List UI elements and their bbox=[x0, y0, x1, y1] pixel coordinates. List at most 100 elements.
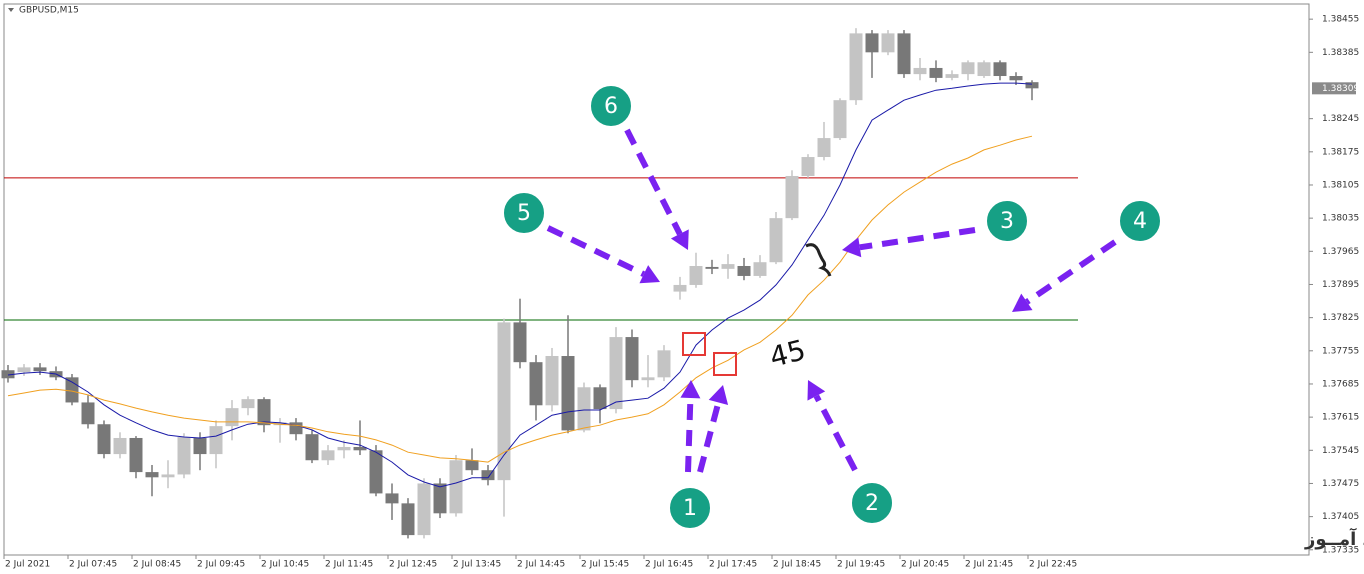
candle-body bbox=[609, 337, 623, 410]
y-tick-label: 1.38035 bbox=[1322, 214, 1359, 224]
y-tick-label: 1.37475 bbox=[1322, 479, 1359, 489]
highlight-box bbox=[713, 352, 737, 376]
candle-body bbox=[737, 265, 751, 276]
candle-body bbox=[145, 472, 159, 478]
candle-body bbox=[897, 33, 911, 75]
marker-number: 5 bbox=[517, 201, 531, 226]
candle-body bbox=[513, 322, 527, 363]
candle-body bbox=[785, 175, 799, 219]
y-tick-label: 1.38245 bbox=[1322, 114, 1359, 124]
candle-body bbox=[657, 350, 671, 378]
candle-body bbox=[833, 100, 847, 139]
candle-body bbox=[353, 446, 367, 451]
marker-circle bbox=[985, 199, 1029, 243]
x-tick-label: 2 Jul 12:45 bbox=[389, 560, 437, 570]
candle-body bbox=[817, 138, 831, 158]
x-tick-label: 2 Jul 20:45 bbox=[901, 560, 949, 570]
candle-body bbox=[65, 377, 79, 403]
y-tick-label: 1.38385 bbox=[1322, 48, 1359, 58]
x-tick-label: 2 Jul 22:45 bbox=[1029, 560, 1077, 570]
x-tick-label: 2 Jul 18:45 bbox=[773, 560, 821, 570]
y-tick-label: 1.37825 bbox=[1322, 313, 1359, 323]
candle-body bbox=[801, 157, 815, 176]
y-tick-label: 1.37615 bbox=[1322, 413, 1359, 423]
arrow-head bbox=[639, 265, 660, 284]
x-tick-label: 2 Jul 17:45 bbox=[709, 560, 757, 570]
candle-body bbox=[993, 62, 1007, 77]
x-tick-label: 2 Jul 16:45 bbox=[645, 560, 693, 570]
marker-number: 3 bbox=[1000, 209, 1014, 234]
y-tick-label: 1.38105 bbox=[1322, 180, 1359, 190]
arrow-head bbox=[1012, 293, 1033, 312]
candle-body bbox=[1009, 76, 1023, 81]
arrow-shaft bbox=[813, 394, 858, 472]
candle-body bbox=[417, 483, 431, 536]
x-tick-label: 2 Jul 14:45 bbox=[517, 560, 565, 570]
marker-number: 4 bbox=[1133, 209, 1147, 234]
candle-body bbox=[721, 264, 735, 269]
candle-body bbox=[433, 483, 447, 514]
candle-body bbox=[97, 424, 111, 455]
candle-body bbox=[545, 356, 559, 406]
y-tick-label: 1.37405 bbox=[1322, 512, 1359, 522]
candle-body bbox=[497, 322, 511, 481]
moving-average bbox=[7, 135, 1033, 463]
x-tick-label: 2 Jul 11:45 bbox=[325, 560, 373, 570]
arrow-shaft bbox=[624, 128, 683, 236]
candle-body bbox=[593, 387, 607, 410]
candle-body bbox=[641, 377, 655, 381]
candle-body bbox=[369, 450, 383, 494]
candle-body bbox=[1, 370, 15, 379]
y-tick-label: 1.38175 bbox=[1322, 147, 1359, 157]
candle-body bbox=[193, 437, 207, 455]
arrow-shaft bbox=[546, 225, 646, 277]
arrow-head bbox=[842, 237, 862, 258]
candle-body bbox=[465, 460, 479, 471]
arrow-head bbox=[807, 380, 826, 401]
candle-body bbox=[945, 74, 959, 78]
x-tick-label: 2 Jul 2021 bbox=[5, 560, 50, 570]
x-tick-label: 2 Jul 15:45 bbox=[581, 560, 629, 570]
candle-body bbox=[561, 356, 575, 431]
candle-body bbox=[257, 399, 271, 426]
candle-body bbox=[977, 62, 991, 77]
y-tick-label: 1.37965 bbox=[1322, 247, 1359, 257]
x-tick-label: 2 Jul 09:45 bbox=[197, 560, 245, 570]
candle-body bbox=[1025, 82, 1039, 89]
arrow-shaft bbox=[1025, 239, 1117, 305]
y-tick-label: 1.37685 bbox=[1322, 379, 1359, 389]
symbol-arrow bbox=[8, 8, 14, 12]
arrow-shaft bbox=[859, 227, 976, 251]
x-tick-label: 2 Jul 07:45 bbox=[69, 560, 117, 570]
candle-body bbox=[33, 367, 47, 372]
marker-number: 1 bbox=[683, 496, 697, 521]
marker-circle bbox=[502, 191, 546, 235]
price-label-box bbox=[1312, 82, 1356, 95]
arrow-shaft bbox=[697, 401, 722, 473]
marker-number: 6 bbox=[604, 94, 618, 119]
candle-body bbox=[961, 62, 975, 75]
candle-body bbox=[305, 434, 319, 461]
x-tick-label: 2 Jul 21:45 bbox=[965, 560, 1013, 570]
watermark: انتشار در وبسایت ســود آمــوز bbox=[1304, 527, 1364, 550]
marker-circle bbox=[589, 84, 633, 128]
x-tick-label: 2 Jul 10:45 bbox=[261, 560, 309, 570]
candle-body bbox=[321, 450, 335, 461]
candle-body bbox=[625, 337, 639, 381]
candle-body bbox=[241, 399, 255, 409]
candle-body bbox=[577, 387, 591, 431]
candle-body bbox=[401, 503, 415, 536]
candle-body bbox=[161, 474, 175, 478]
candle-body bbox=[689, 265, 703, 285]
candle-body bbox=[209, 426, 223, 455]
candle-body bbox=[865, 33, 879, 53]
candle-body bbox=[337, 446, 351, 451]
y-tick-label: 1.37335 bbox=[1322, 545, 1359, 555]
candle-body bbox=[385, 493, 399, 504]
x-tick-label: 2 Jul 19:45 bbox=[837, 560, 885, 570]
arrow-head bbox=[670, 229, 689, 250]
candle-body bbox=[529, 362, 543, 406]
angle-mark bbox=[805, 243, 832, 277]
candle-body bbox=[929, 67, 943, 78]
arrow-shaft bbox=[685, 397, 694, 473]
